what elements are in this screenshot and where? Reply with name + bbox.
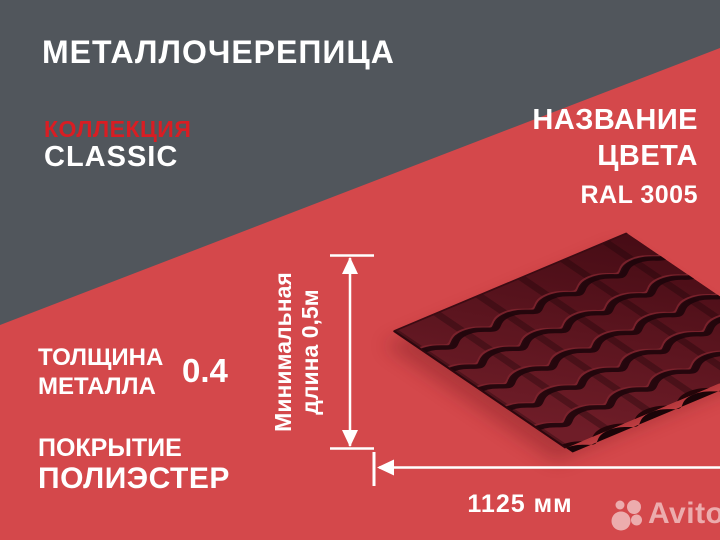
watermark-brand: Avito [648, 496, 720, 530]
thickness-value: 0.4 [182, 352, 228, 389]
color-name-line1: НАЗВАНИЕ [532, 104, 698, 136]
arrow-up-icon [342, 257, 358, 274]
coating-value: ПОЛИЭСТЕР [38, 462, 230, 495]
arrow-down-icon [342, 430, 358, 447]
roof-shadow [384, 246, 720, 462]
min-length-line2: длина 0,5м [297, 289, 323, 415]
sheet-width-value: 1125 мм [467, 490, 573, 518]
page-title: МЕТАЛЛОЧЕРЕПИЦА [42, 34, 395, 70]
min-length-annotation: Минимальная длина 0,5м [270, 272, 324, 432]
ral-code: RAL 3005 [580, 181, 698, 209]
thickness-label: ТОЛЩИНА МЕТАЛЛА [38, 344, 164, 400]
collection-name: CLASSIC [44, 141, 179, 173]
color-name-line2: ЦВЕТА [597, 140, 698, 172]
collection-label: КОЛЛЕКЦИЯ [44, 116, 192, 142]
horizontal-dimension-arrow [372, 452, 720, 486]
coating-label: ПОКРЫТИЕ [38, 434, 182, 462]
min-length-line1: Минимальная [270, 272, 296, 432]
avito-logo-icon [611, 500, 642, 531]
watermark: Avito [608, 495, 720, 532]
color-info-block: НАЗВАНИЕ ЦВЕТА RAL 3005 [532, 102, 698, 210]
arrow-left-icon [377, 459, 394, 476]
vertical-dimension-arrow [330, 254, 374, 450]
